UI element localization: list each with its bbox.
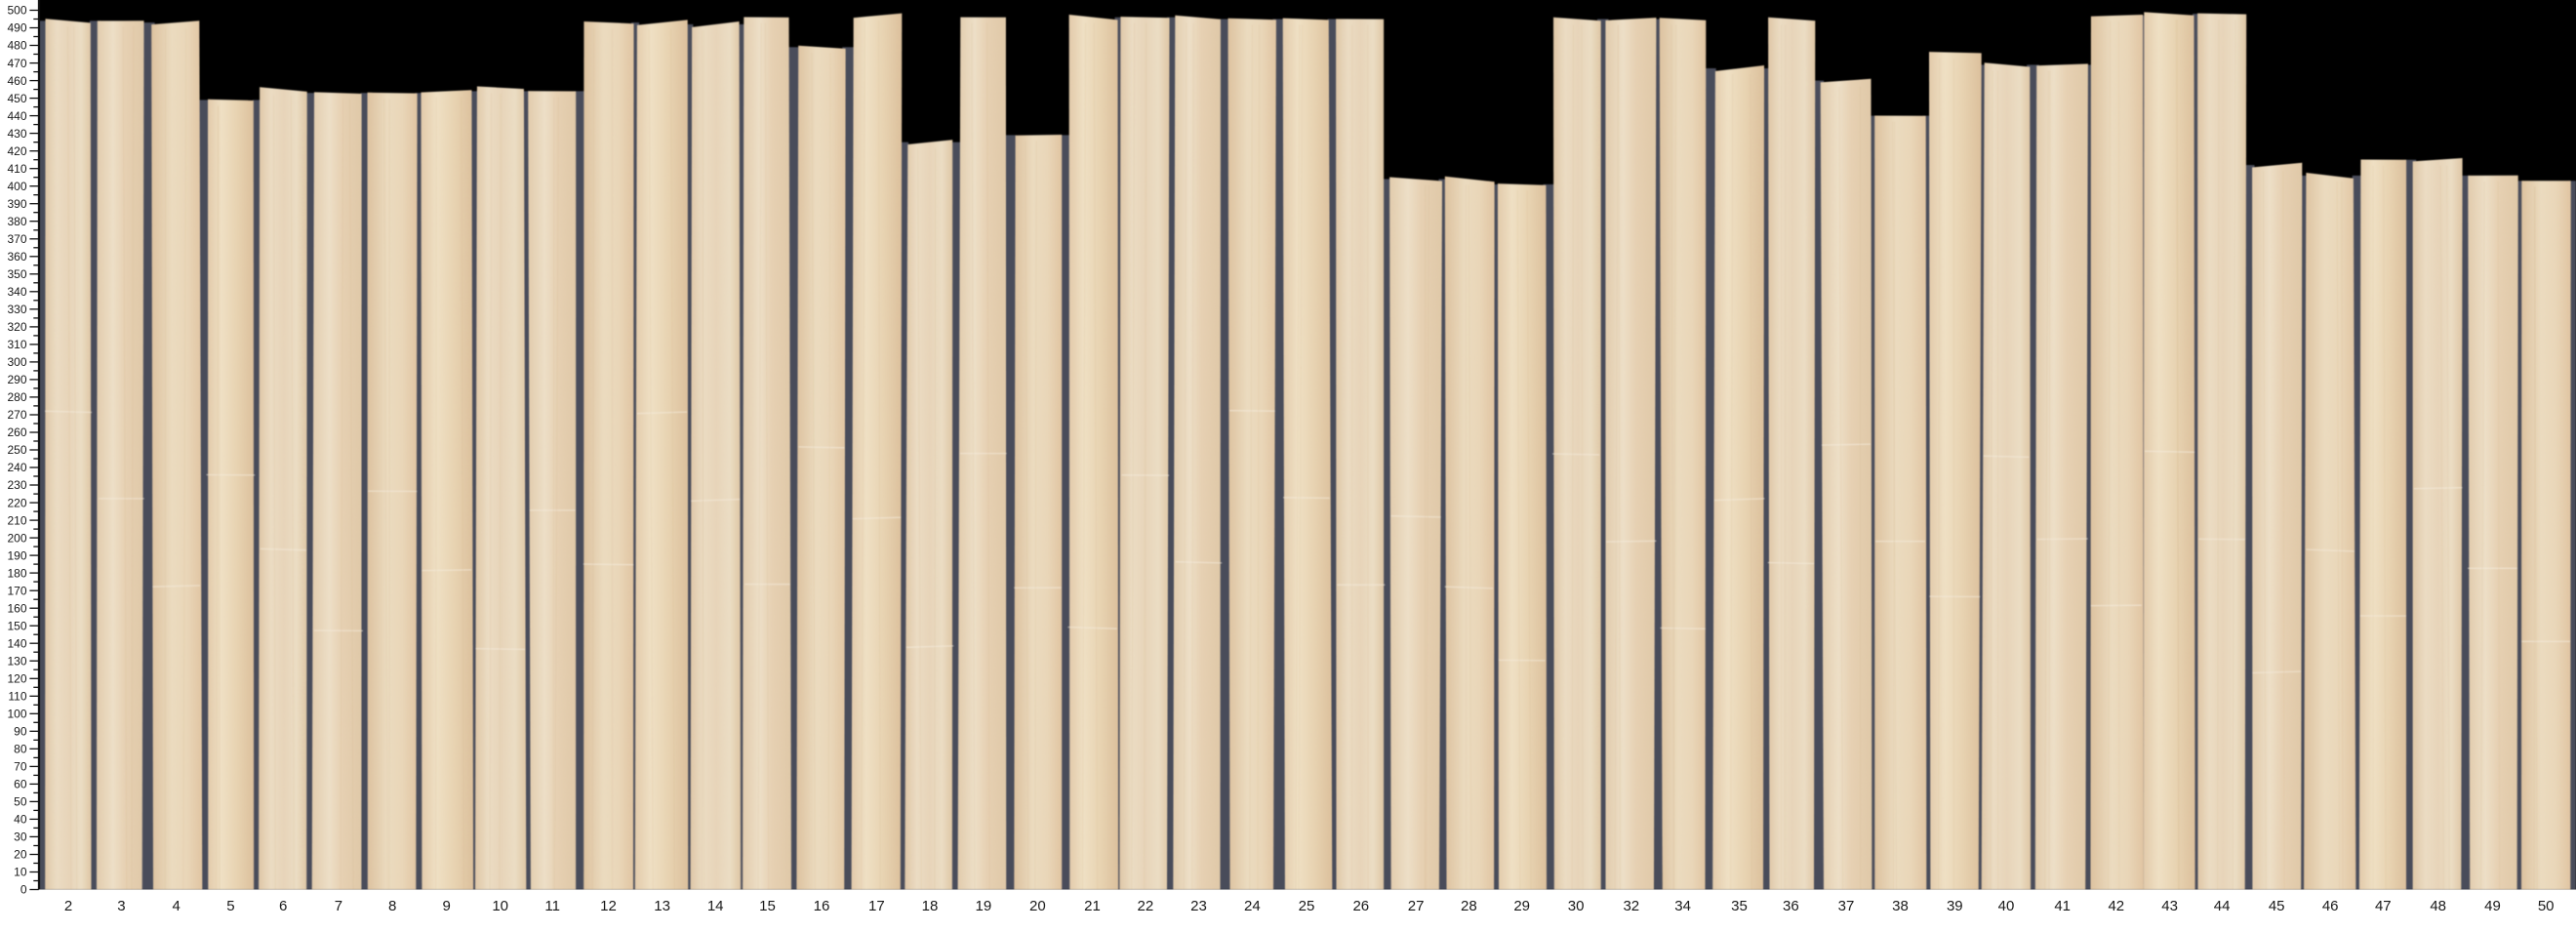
svg-text:0: 0 <box>20 883 27 897</box>
svg-text:26: 26 <box>1352 898 1369 914</box>
svg-text:40: 40 <box>14 813 27 827</box>
svg-text:170: 170 <box>7 584 26 597</box>
svg-text:43: 43 <box>2161 898 2178 914</box>
svg-text:200: 200 <box>7 531 26 545</box>
svg-text:9: 9 <box>443 898 451 914</box>
svg-text:390: 390 <box>7 197 26 211</box>
svg-text:470: 470 <box>7 57 26 70</box>
svg-text:46: 46 <box>2322 898 2339 914</box>
svg-text:140: 140 <box>7 636 26 650</box>
svg-text:42: 42 <box>2108 898 2124 914</box>
svg-text:11: 11 <box>544 898 560 914</box>
svg-text:500: 500 <box>7 4 26 18</box>
svg-text:240: 240 <box>7 461 26 474</box>
svg-text:270: 270 <box>7 408 26 422</box>
svg-text:70: 70 <box>14 760 27 774</box>
svg-text:20: 20 <box>14 848 27 862</box>
svg-text:35: 35 <box>1731 898 1748 914</box>
svg-text:7: 7 <box>335 898 342 914</box>
svg-text:100: 100 <box>7 708 26 721</box>
svg-text:36: 36 <box>1783 898 1799 914</box>
svg-text:450: 450 <box>7 92 26 105</box>
svg-text:190: 190 <box>7 548 26 562</box>
svg-text:340: 340 <box>7 285 26 299</box>
svg-text:360: 360 <box>7 250 26 263</box>
svg-text:18: 18 <box>922 898 939 914</box>
svg-text:45: 45 <box>2269 898 2285 914</box>
svg-text:22: 22 <box>1138 898 1154 914</box>
svg-text:440: 440 <box>7 109 26 123</box>
svg-text:12: 12 <box>600 898 617 914</box>
svg-text:14: 14 <box>707 898 724 914</box>
svg-text:20: 20 <box>1029 898 1046 914</box>
svg-text:6: 6 <box>279 898 287 914</box>
svg-text:34: 34 <box>1674 898 1691 914</box>
svg-text:30: 30 <box>14 831 27 844</box>
svg-text:50: 50 <box>14 795 27 809</box>
svg-text:220: 220 <box>7 496 26 509</box>
svg-text:8: 8 <box>388 898 396 914</box>
svg-text:80: 80 <box>14 743 27 756</box>
svg-text:48: 48 <box>2430 898 2446 914</box>
svg-text:110: 110 <box>8 690 26 704</box>
svg-text:400: 400 <box>7 180 26 193</box>
svg-text:44: 44 <box>2214 898 2231 914</box>
svg-text:280: 280 <box>7 390 26 404</box>
svg-text:210: 210 <box>7 513 26 527</box>
svg-text:37: 37 <box>1838 898 1855 914</box>
svg-text:370: 370 <box>7 232 26 246</box>
svg-text:40: 40 <box>1998 898 2015 914</box>
svg-text:17: 17 <box>868 898 885 914</box>
svg-text:320: 320 <box>7 320 26 334</box>
svg-text:25: 25 <box>1299 898 1315 914</box>
svg-text:150: 150 <box>7 619 26 632</box>
svg-text:50: 50 <box>2538 898 2555 914</box>
svg-text:420: 420 <box>7 144 26 158</box>
svg-text:290: 290 <box>7 373 26 386</box>
svg-text:2: 2 <box>64 898 72 914</box>
svg-text:24: 24 <box>1244 898 1261 914</box>
svg-text:5: 5 <box>226 898 234 914</box>
svg-text:47: 47 <box>2375 898 2392 914</box>
svg-text:41: 41 <box>2054 898 2071 914</box>
svg-text:160: 160 <box>7 601 26 615</box>
svg-text:490: 490 <box>7 21 26 35</box>
svg-text:130: 130 <box>7 654 26 668</box>
svg-text:16: 16 <box>814 898 830 914</box>
svg-text:27: 27 <box>1408 898 1425 914</box>
svg-text:28: 28 <box>1461 898 1477 914</box>
svg-text:250: 250 <box>7 443 26 457</box>
svg-text:32: 32 <box>1623 898 1639 914</box>
svg-text:180: 180 <box>7 566 26 580</box>
svg-text:380: 380 <box>7 215 26 228</box>
svg-text:29: 29 <box>1513 898 1530 914</box>
svg-text:39: 39 <box>1947 898 1963 914</box>
svg-text:49: 49 <box>2484 898 2501 914</box>
svg-text:23: 23 <box>1190 898 1207 914</box>
svg-text:350: 350 <box>7 267 26 281</box>
svg-text:430: 430 <box>7 127 26 141</box>
svg-text:30: 30 <box>1568 898 1585 914</box>
svg-text:410: 410 <box>7 162 26 176</box>
svg-text:4: 4 <box>173 898 181 914</box>
svg-text:21: 21 <box>1084 898 1101 914</box>
svg-text:480: 480 <box>7 39 26 53</box>
svg-text:15: 15 <box>759 898 776 914</box>
svg-text:38: 38 <box>1892 898 1909 914</box>
svg-text:10: 10 <box>14 866 27 879</box>
svg-text:19: 19 <box>976 898 992 914</box>
svg-text:310: 310 <box>7 338 26 351</box>
svg-text:300: 300 <box>7 355 26 369</box>
svg-text:460: 460 <box>7 74 26 88</box>
svg-text:3: 3 <box>117 898 125 914</box>
svg-text:230: 230 <box>7 478 26 492</box>
svg-text:13: 13 <box>654 898 670 914</box>
svg-text:90: 90 <box>14 725 27 739</box>
svg-text:120: 120 <box>7 672 26 686</box>
svg-text:330: 330 <box>7 303 26 316</box>
svg-text:10: 10 <box>492 898 508 914</box>
svg-text:60: 60 <box>14 778 27 791</box>
svg-text:260: 260 <box>7 425 26 439</box>
